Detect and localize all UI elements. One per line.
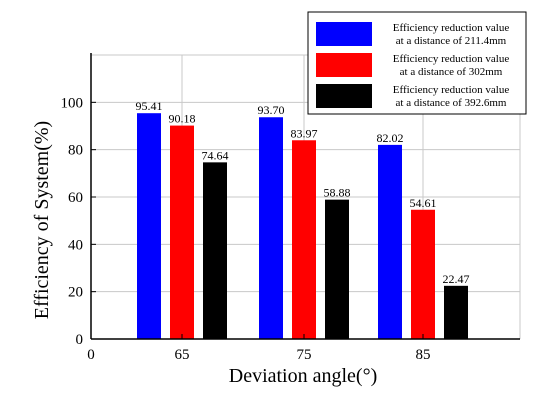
legend-entry-text: Efficiency reduction value xyxy=(393,22,510,34)
tick-labels: 0 20 40 60 80 100 0 65 75 85 xyxy=(61,95,431,363)
y-tick-label: 20 xyxy=(68,285,83,301)
bar xyxy=(444,285,468,339)
bar-value-label: 95.41 xyxy=(136,99,163,113)
legend-swatch xyxy=(316,22,372,46)
bar-value-label: 83.97 xyxy=(291,126,318,140)
bar-value-label: 82.02 xyxy=(377,131,404,145)
x-tick-label: 85 xyxy=(416,347,431,363)
y-axis-label: Efficiency of System(%) xyxy=(31,121,53,319)
bar xyxy=(378,144,402,339)
bar xyxy=(325,199,349,339)
bar xyxy=(259,117,283,339)
legend-entry-text: at a distance of 302mm xyxy=(400,66,503,78)
y-tick-label: 40 xyxy=(68,237,83,253)
legend-entry-text: Efficiency reduction value xyxy=(393,84,510,96)
legend-entry-text: Efficiency reduction value xyxy=(393,53,510,65)
bar-value-label: 74.64 xyxy=(202,148,229,162)
bar-value-labels: 95.41 93.70 82.02 90.18 83.97 54.61 74.64 58.88… xyxy=(136,99,470,286)
grid-lines xyxy=(91,54,521,339)
bar-value-label: 58.88 xyxy=(324,186,351,200)
x-axis-label: Deviation angle(°) xyxy=(229,365,378,387)
bar xyxy=(170,125,194,339)
y-tick-label: 0 xyxy=(76,332,84,348)
x-tick-label: 0 xyxy=(87,347,95,363)
bar-value-label: 93.70 xyxy=(258,103,285,117)
y-tick-label: 60 xyxy=(68,190,83,206)
bar-value-label: 54.61 xyxy=(410,196,437,210)
bar xyxy=(203,162,227,339)
bar-value-label: 22.47 xyxy=(443,272,470,286)
bar xyxy=(292,140,316,339)
legend-entry-text: at a distance of 392.6mm xyxy=(396,97,507,109)
x-tick-label: 65 xyxy=(175,347,190,363)
legend-swatch xyxy=(316,84,372,108)
y-tick-label: 100 xyxy=(61,95,84,111)
axes xyxy=(90,53,520,340)
y-tick-label: 80 xyxy=(68,143,83,159)
legend-entry-text: at a distance of 211.4mm xyxy=(396,35,507,47)
bars-group xyxy=(137,113,468,339)
bar-value-label: 90.18 xyxy=(169,112,196,126)
x-tick-label: 75 xyxy=(297,347,312,363)
bar xyxy=(411,209,435,339)
legend-swatch xyxy=(316,53,372,77)
bar xyxy=(137,113,161,339)
